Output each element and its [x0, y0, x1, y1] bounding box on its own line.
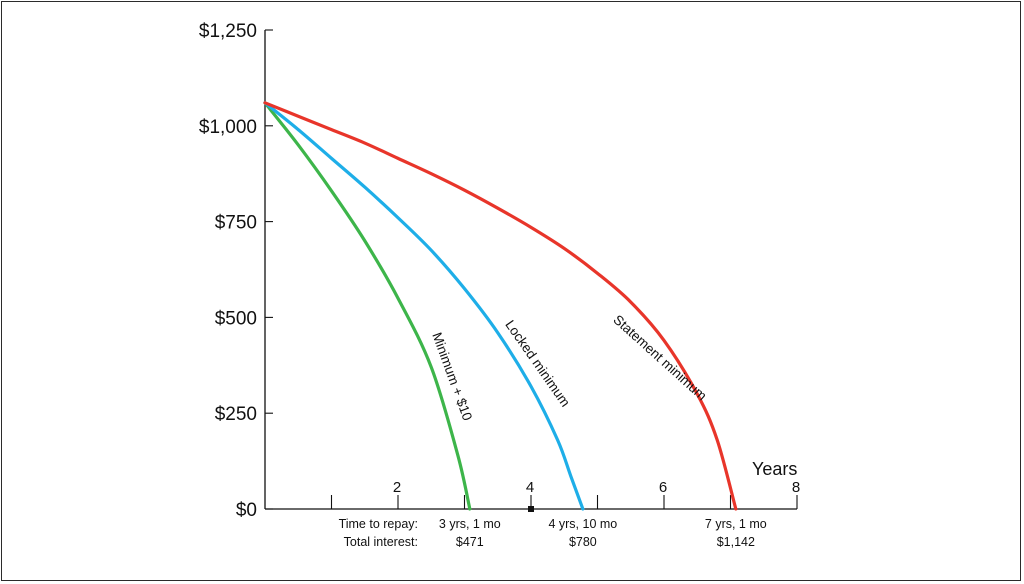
series-lines — [263, 101, 738, 511]
series-labels: Minimum + $10 Locked minimum Statement min… — [429, 312, 709, 423]
x-tick-label: 2 — [393, 479, 401, 496]
footer-interest-label: Total interest: — [344, 535, 418, 549]
footer-time-label: Time to repay: — [339, 517, 418, 531]
footer-interest-value: $1,142 — [717, 535, 755, 549]
repay-footer: Time to repay: Total interest: 3 yrs, 1 mo… — [339, 517, 767, 549]
x-tick-label: 8 — [792, 479, 800, 496]
footer-time-value: 3 yrs, 1 mo — [439, 517, 501, 531]
x-axis-marker — [528, 506, 534, 512]
y-tick-label: $250 — [215, 404, 257, 425]
y-tick-label: $0 — [236, 500, 257, 521]
x-tick-label: 4 — [526, 479, 534, 496]
y-tick-label: $750 — [215, 213, 257, 234]
x-tick-label: 6 — [659, 479, 667, 496]
series-label-statement-minimum: Statement minimum — [610, 312, 709, 403]
series-line-statement-minimum — [263, 101, 738, 511]
y-ticks: $0 $250 $500 $750 $1,000 $1,250 — [199, 21, 273, 521]
series-line-locked-minimum — [263, 101, 585, 511]
footer-interest-value: $780 — [569, 535, 597, 549]
footer-interest-value: $471 — [456, 535, 484, 549]
y-tick-label: $1,000 — [199, 117, 257, 138]
footer-time-value: 7 yrs, 1 mo — [705, 517, 767, 531]
series-line-minimum-10 — [263, 101, 472, 511]
y-tick-label: $1,250 — [199, 21, 257, 42]
y-tick-label: $500 — [215, 308, 257, 329]
x-axis-unit-label: Years — [752, 459, 797, 479]
footer-time-value: 4 yrs, 10 mo — [548, 517, 617, 531]
